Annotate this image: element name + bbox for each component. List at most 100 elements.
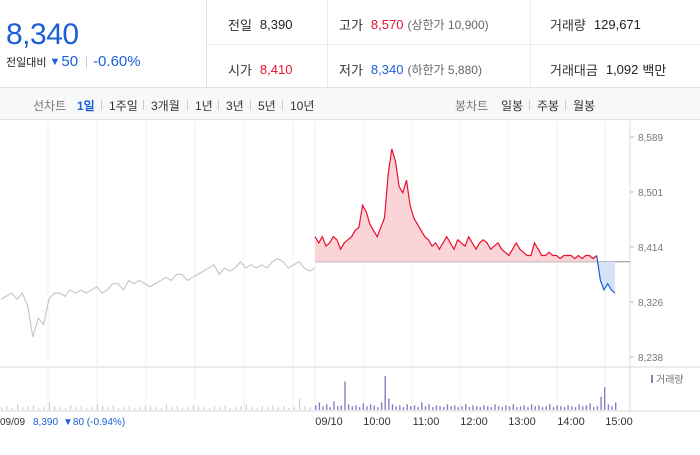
volume-bar: [487, 406, 489, 410]
price-chart: 8,589 8,501 8,414 8,326 8,238 거래량 09/10 10:00 11…: [0, 121, 700, 450]
y-tick-label: 8,589: [638, 133, 663, 144]
volume-bar: [366, 406, 368, 410]
x-tick-label: 10:00: [363, 416, 391, 428]
volume-bar: [615, 402, 617, 410]
period-3m[interactable]: 3개월: [151, 99, 180, 113]
volume-bar: [413, 405, 416, 411]
volume-bar: [337, 406, 339, 410]
period-1d[interactable]: 1일: [77, 99, 95, 113]
volume-bar: [549, 404, 551, 410]
volume-bar: [567, 405, 569, 411]
up-area-fill: [315, 148, 597, 262]
prev-volume-bar: [235, 407, 237, 410]
volume-bar: [358, 407, 361, 410]
volume-bar: [443, 407, 445, 410]
price-box: 8,340 전일대비 ▼ 50 -0.60%: [0, 0, 207, 88]
volume: 거래량 129,671: [550, 15, 641, 34]
volume-bar: [512, 404, 514, 410]
volume-bar: [490, 407, 492, 410]
volume-bar: [347, 404, 350, 410]
prev-volume-bar: [54, 406, 56, 410]
prev-volume-bar: [118, 408, 120, 410]
volume-bar: [322, 406, 324, 410]
volume-bar: [454, 405, 456, 411]
current-price: 8,340: [6, 18, 79, 51]
prev-volume-bar: [11, 408, 13, 410]
change-amount: 50: [61, 53, 79, 70]
prev-volume-bar: [229, 408, 231, 410]
prev-day-change: ▼80 (-0.94%): [63, 417, 125, 428]
volume-bar: [505, 405, 507, 411]
volume-bar: [516, 407, 518, 410]
candle-weekly[interactable]: 주봉: [537, 99, 560, 113]
volume-bar: [424, 406, 427, 410]
volume-bar: [607, 404, 610, 410]
volume-bar: [373, 405, 375, 411]
volume-bar: [457, 407, 460, 410]
prev-volume-bar: [283, 406, 285, 410]
line-chart-label: 선차트: [33, 99, 67, 113]
volume-bar: [333, 401, 335, 410]
volume-legend-label: 거래량: [656, 374, 684, 386]
volume-bar: [497, 406, 500, 410]
volume-bar: [380, 402, 383, 410]
prev-volume-bar: [245, 404, 247, 410]
volume-bar: [472, 405, 474, 411]
change-divider: [86, 55, 88, 68]
volume-bar: [611, 406, 613, 410]
y-tick-label: 8,501: [638, 188, 663, 199]
volume-bar: [593, 407, 595, 410]
volume-bar: [541, 407, 544, 410]
prev-volume-bar: [288, 408, 290, 410]
period-1w[interactable]: 1주일: [109, 99, 138, 113]
volume-bar: [582, 406, 584, 410]
period-3y[interactable]: 3년: [226, 99, 244, 113]
x-tick-label: 13:00: [508, 416, 536, 428]
prev-volume-bar: [48, 402, 51, 410]
prev-volume-bar: [261, 406, 263, 410]
prev-volume-bar: [192, 405, 194, 411]
y-tick-label: 8,326: [638, 298, 663, 309]
volume-bar: [494, 404, 496, 410]
volume-bar: [479, 407, 481, 410]
prev-volume-bar: [107, 407, 109, 410]
volume-bar: [406, 404, 408, 410]
prev-volume-bar: [32, 405, 35, 411]
prev-volume-bar: [309, 407, 311, 410]
period-5y[interactable]: 5년: [258, 99, 276, 113]
prev-volume-bar: [75, 407, 77, 410]
prev-volume-bar: [304, 406, 306, 410]
volume-bar: [417, 407, 419, 410]
volume-bar: [402, 407, 405, 410]
volume-bar: [519, 406, 522, 410]
volume-bar: [545, 406, 547, 410]
prev-volume-bar: [224, 405, 226, 411]
volume-bar: [552, 407, 555, 410]
down-area-fill: [596, 255, 615, 294]
volume-bar: [538, 405, 540, 411]
prev-day-series-line: [0, 257, 316, 338]
volume-bar: [465, 404, 467, 410]
volume-bar: [523, 405, 525, 411]
period-10y[interactable]: 10년: [290, 99, 315, 113]
prev-volume-bar: [176, 406, 178, 410]
candle-daily[interactable]: 일봉: [501, 99, 524, 113]
prev-volume-bar: [102, 406, 104, 410]
prev-volume-bar: [208, 408, 210, 410]
volume-bar: [421, 402, 423, 410]
period-1y[interactable]: 1년: [195, 99, 213, 113]
high-value: 8,570: [370, 17, 404, 32]
volume-bar: [439, 406, 441, 410]
volume-bar: [329, 407, 331, 410]
quote-panel: 8,340 전일대비 ▼ 50 -0.60% 전일 8,390 고가 8,570…: [0, 0, 700, 88]
volume-bar: [428, 404, 430, 410]
open-label: 시가: [228, 63, 252, 78]
turnover-unit: 백만: [642, 63, 667, 78]
prev-volume-bar: [1, 407, 3, 410]
volume-bar: [571, 406, 573, 410]
volume-bar: [596, 406, 599, 410]
price-change: 전일대비 ▼ 50 -0.60%: [6, 53, 141, 70]
prev-volume-bar: [166, 404, 168, 410]
candle-monthly[interactable]: 월봉: [573, 99, 596, 113]
volume-bar: [527, 407, 529, 410]
